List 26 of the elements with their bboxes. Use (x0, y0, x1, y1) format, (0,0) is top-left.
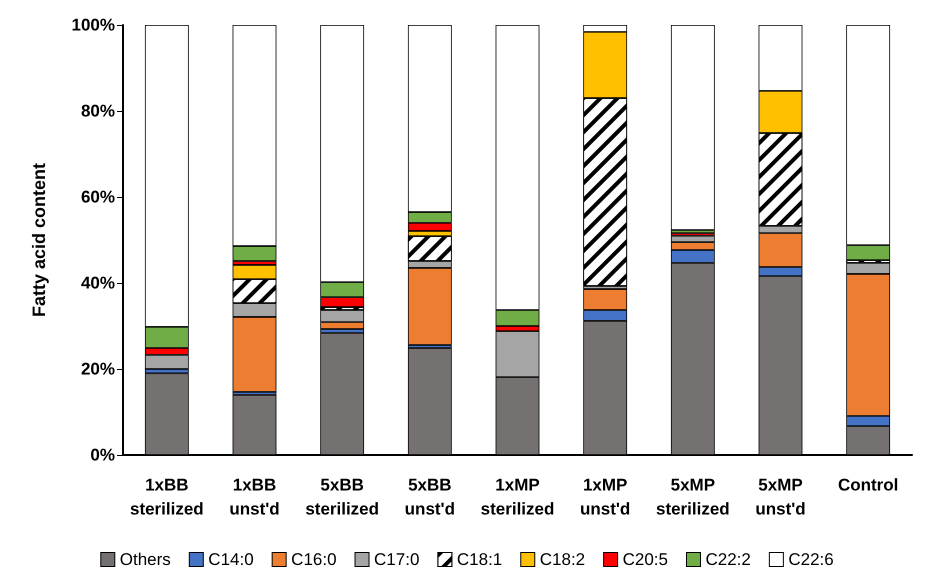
legend-label: C20:5 (622, 550, 668, 569)
y-tick-label: 60% (80, 188, 115, 206)
x-tick-label: Control (838, 476, 898, 494)
x-tick-label: 5xMP unst'd (755, 476, 806, 518)
legend-label: C18:1 (456, 550, 502, 569)
legend-label: Others (120, 550, 171, 569)
y-axis-title: Fatty acid content (29, 162, 49, 318)
y-tick-label: 40% (80, 274, 115, 292)
x-tick-label: 1xMP sterilized (480, 476, 554, 518)
legend-label: C22:2 (705, 550, 751, 569)
y-tick-label: 80% (80, 102, 115, 120)
legend-label: C17:0 (374, 550, 420, 569)
legend-label: C22:6 (788, 550, 834, 569)
x-tick-label: 1xBB sterilized (130, 476, 204, 518)
x-tick-label: 5xMP sterilized (656, 476, 730, 518)
y-tick-label: 100% (72, 16, 115, 34)
bar (670, 25, 715, 230)
y-tick-label: 20% (80, 360, 115, 378)
legend-label: C14:0 (208, 550, 254, 569)
x-tick-label: 1xMP unst'd (580, 476, 630, 518)
x-tick-label: 5xBB sterilized (305, 476, 380, 518)
x-tick-label: 1xBB unst'd (229, 476, 280, 518)
legend-label: C18:2 (540, 550, 586, 569)
y-tick-label: 0% (90, 446, 115, 464)
legend-label: C16:0 (291, 550, 337, 569)
x-tick-label: 5xBB unst'd (404, 476, 455, 518)
